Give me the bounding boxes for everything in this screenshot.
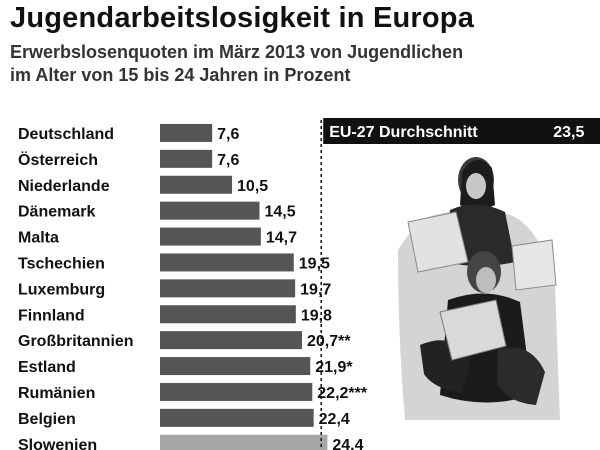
category-label: Österreich [18,150,98,169]
category-label: Slowenien [18,437,97,450]
subtitle-line-1: Erwerbslosenquoten im März 2013 von Juge… [10,42,464,62]
value-label: 24,4 [332,437,363,450]
bar [160,201,260,220]
bars-group: Deutschland 7,6 Österreich 7,6 Niederlande 10… [18,123,368,450]
value-label: 7,6 [217,152,239,169]
reference-label-box [323,118,600,144]
value-label: 7,6 [217,126,239,143]
bar [160,227,261,246]
value-label: 19,8 [301,307,332,324]
value-label: 14,5 [264,204,295,221]
category-label: Deutschland [18,126,114,143]
bar [160,434,328,450]
reference-value: 23,5 [553,124,584,141]
bar [160,175,233,194]
category-label: Großbritannien [18,333,134,350]
value-label: 21,9* [315,359,353,376]
bar [160,279,296,298]
value-label: 19,5 [299,255,330,272]
category-label: Malta [18,230,59,247]
bar [160,123,213,142]
protest-photo [398,157,560,420]
bar [160,408,314,427]
chart-title: Jugendarbeitslosigkeit in Europa [10,2,475,34]
category-label: Dänemark [18,204,95,221]
category-label: Estland [18,359,76,376]
value-label: 19,7 [300,281,331,298]
bar [160,253,294,272]
value-label: 22,4 [319,411,350,428]
reference-label: EU-27 Durchschnitt [329,124,478,141]
value-label: 22,2*** [317,385,368,402]
category-label: Tschechien [18,255,105,272]
category-label: Rumänien [18,385,95,402]
bar [160,331,303,350]
chart-subtitle: Erwerbslosenquoten im März 2013 von Juge… [10,41,463,87]
bar [160,382,313,401]
category-label: Belgien [18,411,76,428]
eu-average-reference: EU-27 Durchschnitt 23,5 [320,118,600,450]
bar [160,149,213,168]
category-label: Finnland [18,307,85,324]
bar [160,305,296,324]
category-label: Luxemburg [18,281,105,298]
subtitle-line-2: im Alter von 15 bis 24 Jahren in Prozent [10,65,351,85]
category-label: Niederlande [18,178,110,195]
value-label: 14,7 [266,230,297,247]
value-label: 20,7** [307,333,351,350]
value-label: 10,5 [237,178,268,195]
bar [160,357,311,376]
